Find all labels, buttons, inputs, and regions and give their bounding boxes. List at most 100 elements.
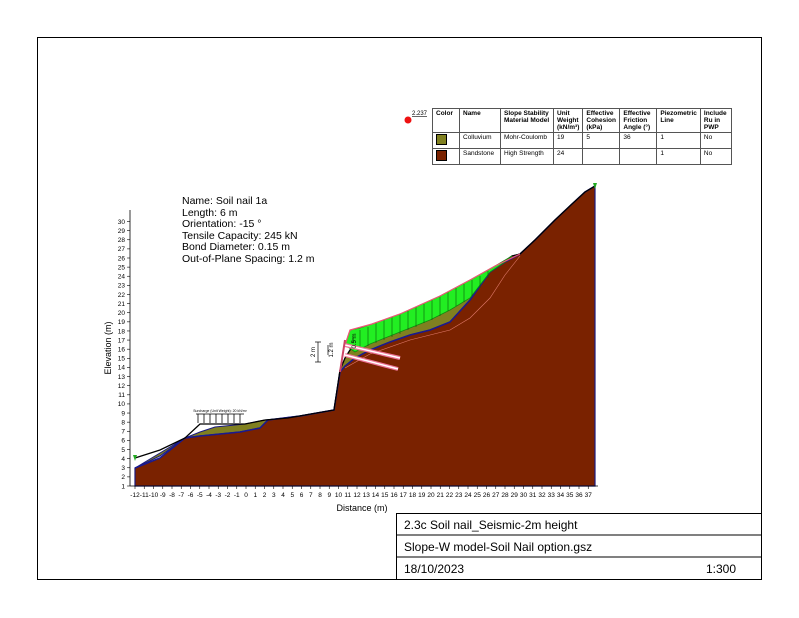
legend-cell: High Strength xyxy=(500,148,554,165)
x-tick-label: 21 xyxy=(437,492,445,499)
legend-row-sandstone: Sandstone High Strength 24 1 No xyxy=(432,148,732,165)
x-tick-label: 9 xyxy=(327,492,331,499)
legend-header: Include Ru in PWP xyxy=(699,108,732,133)
x-tick-label: 31 xyxy=(529,492,537,499)
y-tick-label: 27 xyxy=(118,246,126,253)
y-tick-label: 15 xyxy=(118,356,126,363)
x-tick-label: 26 xyxy=(483,492,491,499)
surcharge-load xyxy=(196,413,244,423)
x-tick-label: 28 xyxy=(501,492,509,499)
sandstone-swatch xyxy=(436,150,447,161)
legend-cell: No xyxy=(699,132,732,149)
x-tick-label: 29 xyxy=(511,492,519,499)
legend-cell: Mohr-Coulomb xyxy=(500,132,554,149)
x-tick-label: -11 xyxy=(140,492,149,499)
x-tick-label: 23 xyxy=(455,492,463,499)
y-tick-label: 22 xyxy=(118,292,126,299)
y-tick-label: 29 xyxy=(118,228,126,235)
y-tick-label: 16 xyxy=(118,347,126,354)
nail-length: Length: 6 m xyxy=(182,206,238,219)
legend-swatch-cell xyxy=(432,148,460,165)
dimension-markers xyxy=(315,338,354,363)
x-tick-label: 18 xyxy=(409,492,417,499)
y-tick-label: 3 xyxy=(121,465,125,472)
legend-header: Unit Weight (kN/m³) xyxy=(552,108,584,133)
soil-nails xyxy=(344,343,401,371)
x-tick-label: -4 xyxy=(206,492,212,499)
x-tick-label: 17 xyxy=(400,492,408,499)
x-tick-label: 16 xyxy=(390,492,398,499)
legend-cell: Colluvium xyxy=(459,132,501,149)
x-tick-label: -12 xyxy=(130,492,140,499)
y-tick-label: 28 xyxy=(118,237,126,244)
y-tick-label: 24 xyxy=(118,274,126,281)
x-tick-label: -7 xyxy=(178,492,184,499)
x-tick-label: 2 xyxy=(263,492,267,499)
drawing-scale: 1:300 xyxy=(706,562,737,576)
y-tick-label: 7 xyxy=(121,429,125,436)
nail-spacing: Out-of-Plane Spacing: 1.2 m xyxy=(182,252,315,265)
x-axis-label: Distance (m) xyxy=(336,503,387,513)
colluvium-swatch xyxy=(436,134,447,145)
x-tick-label: -1 xyxy=(234,492,240,499)
y-tick-label: 19 xyxy=(118,319,126,326)
legend-cell: 24 xyxy=(552,148,584,165)
legend-header: Slope Stability Material Model xyxy=(500,108,554,133)
legend-cell xyxy=(619,148,658,165)
x-tick-group: -12 -11 -10 -9 -8 -7 -6 -5 -4 -3 -2 -1 0 1 2 3 4 5 6 7 8 9 10 1… xyxy=(130,486,592,499)
y-tick-label: 26 xyxy=(118,255,126,262)
left-boundary-marker xyxy=(133,455,137,461)
x-tick-label: 8 xyxy=(318,492,322,499)
x-tick-label: 22 xyxy=(446,492,454,499)
y-tick-label: 20 xyxy=(118,310,126,317)
surcharge-label: Surcharge (Unit Weight): 20 kN/m³ xyxy=(193,409,247,413)
x-tick-label: -8 xyxy=(169,492,175,499)
legend-cell: 19 xyxy=(552,132,584,149)
x-tick-label: 7 xyxy=(309,492,313,499)
legend-header: Color xyxy=(432,108,460,133)
x-tick-label: 0 xyxy=(244,492,248,499)
nail-name: Name: Soil nail 1a xyxy=(182,195,268,207)
nail-orientation: Orientation: -15 ° xyxy=(182,218,262,230)
fos-label: 2.237 xyxy=(412,111,428,117)
y-tick-label: 12 xyxy=(118,383,126,390)
x-tick-label: 15 xyxy=(381,492,389,499)
soil-nail-info: Name: Soil nail 1a Length: 6 m Orientati… xyxy=(182,195,315,265)
y-tick-label: 1 xyxy=(121,483,125,490)
y-tick-label: 4 xyxy=(121,456,125,463)
x-tick-label: 35 xyxy=(566,492,574,499)
legend-row-colluvium: Colluvium Mohr-Coulomb 19 5 36 1 No xyxy=(432,132,732,149)
x-tick-label: 1 xyxy=(253,492,257,499)
x-tick-label: -10 xyxy=(149,492,159,499)
legend-cell: 1 xyxy=(656,132,701,149)
legend-cell: No xyxy=(699,148,732,165)
x-tick-label: 34 xyxy=(557,492,565,499)
legend-header: Name xyxy=(459,108,501,133)
y-tick-label: 25 xyxy=(118,264,126,271)
x-tick-label: -2 xyxy=(225,492,231,499)
x-tick-label: 13 xyxy=(363,492,371,499)
x-tick-label: 25 xyxy=(474,492,482,499)
drawing-date: 18/10/2023 xyxy=(404,562,465,576)
slip-surface-line xyxy=(344,253,521,346)
y-tick-label: 6 xyxy=(121,438,125,445)
x-tick-label: 24 xyxy=(464,492,472,499)
x-tick-label: 10 xyxy=(335,492,343,499)
x-tick-label: 19 xyxy=(418,492,426,499)
legend-cell: Sandstone xyxy=(459,148,501,165)
nail-wall-face xyxy=(339,339,346,373)
x-tick-label: 30 xyxy=(520,492,528,499)
file-name: Slope-W model-Soil Nail option.gsz xyxy=(404,540,593,554)
y-tick-label: 13 xyxy=(118,374,126,381)
legend-swatch-cell xyxy=(432,132,460,149)
legend-cell xyxy=(582,148,621,165)
y-tick-label: 23 xyxy=(118,283,126,290)
nail-tensile: Tensile Capacity: 245 kN xyxy=(182,229,298,242)
y-tick-label: 8 xyxy=(121,419,125,426)
x-tick-label: -6 xyxy=(188,492,194,499)
x-tick-label: 3 xyxy=(272,492,276,499)
slip-slice-lines xyxy=(359,271,489,349)
x-tick-label: 6 xyxy=(300,492,304,499)
legend-header-row: Color Name Slope Stability Material Mode… xyxy=(432,108,732,133)
y-tick-label: 17 xyxy=(118,337,126,344)
